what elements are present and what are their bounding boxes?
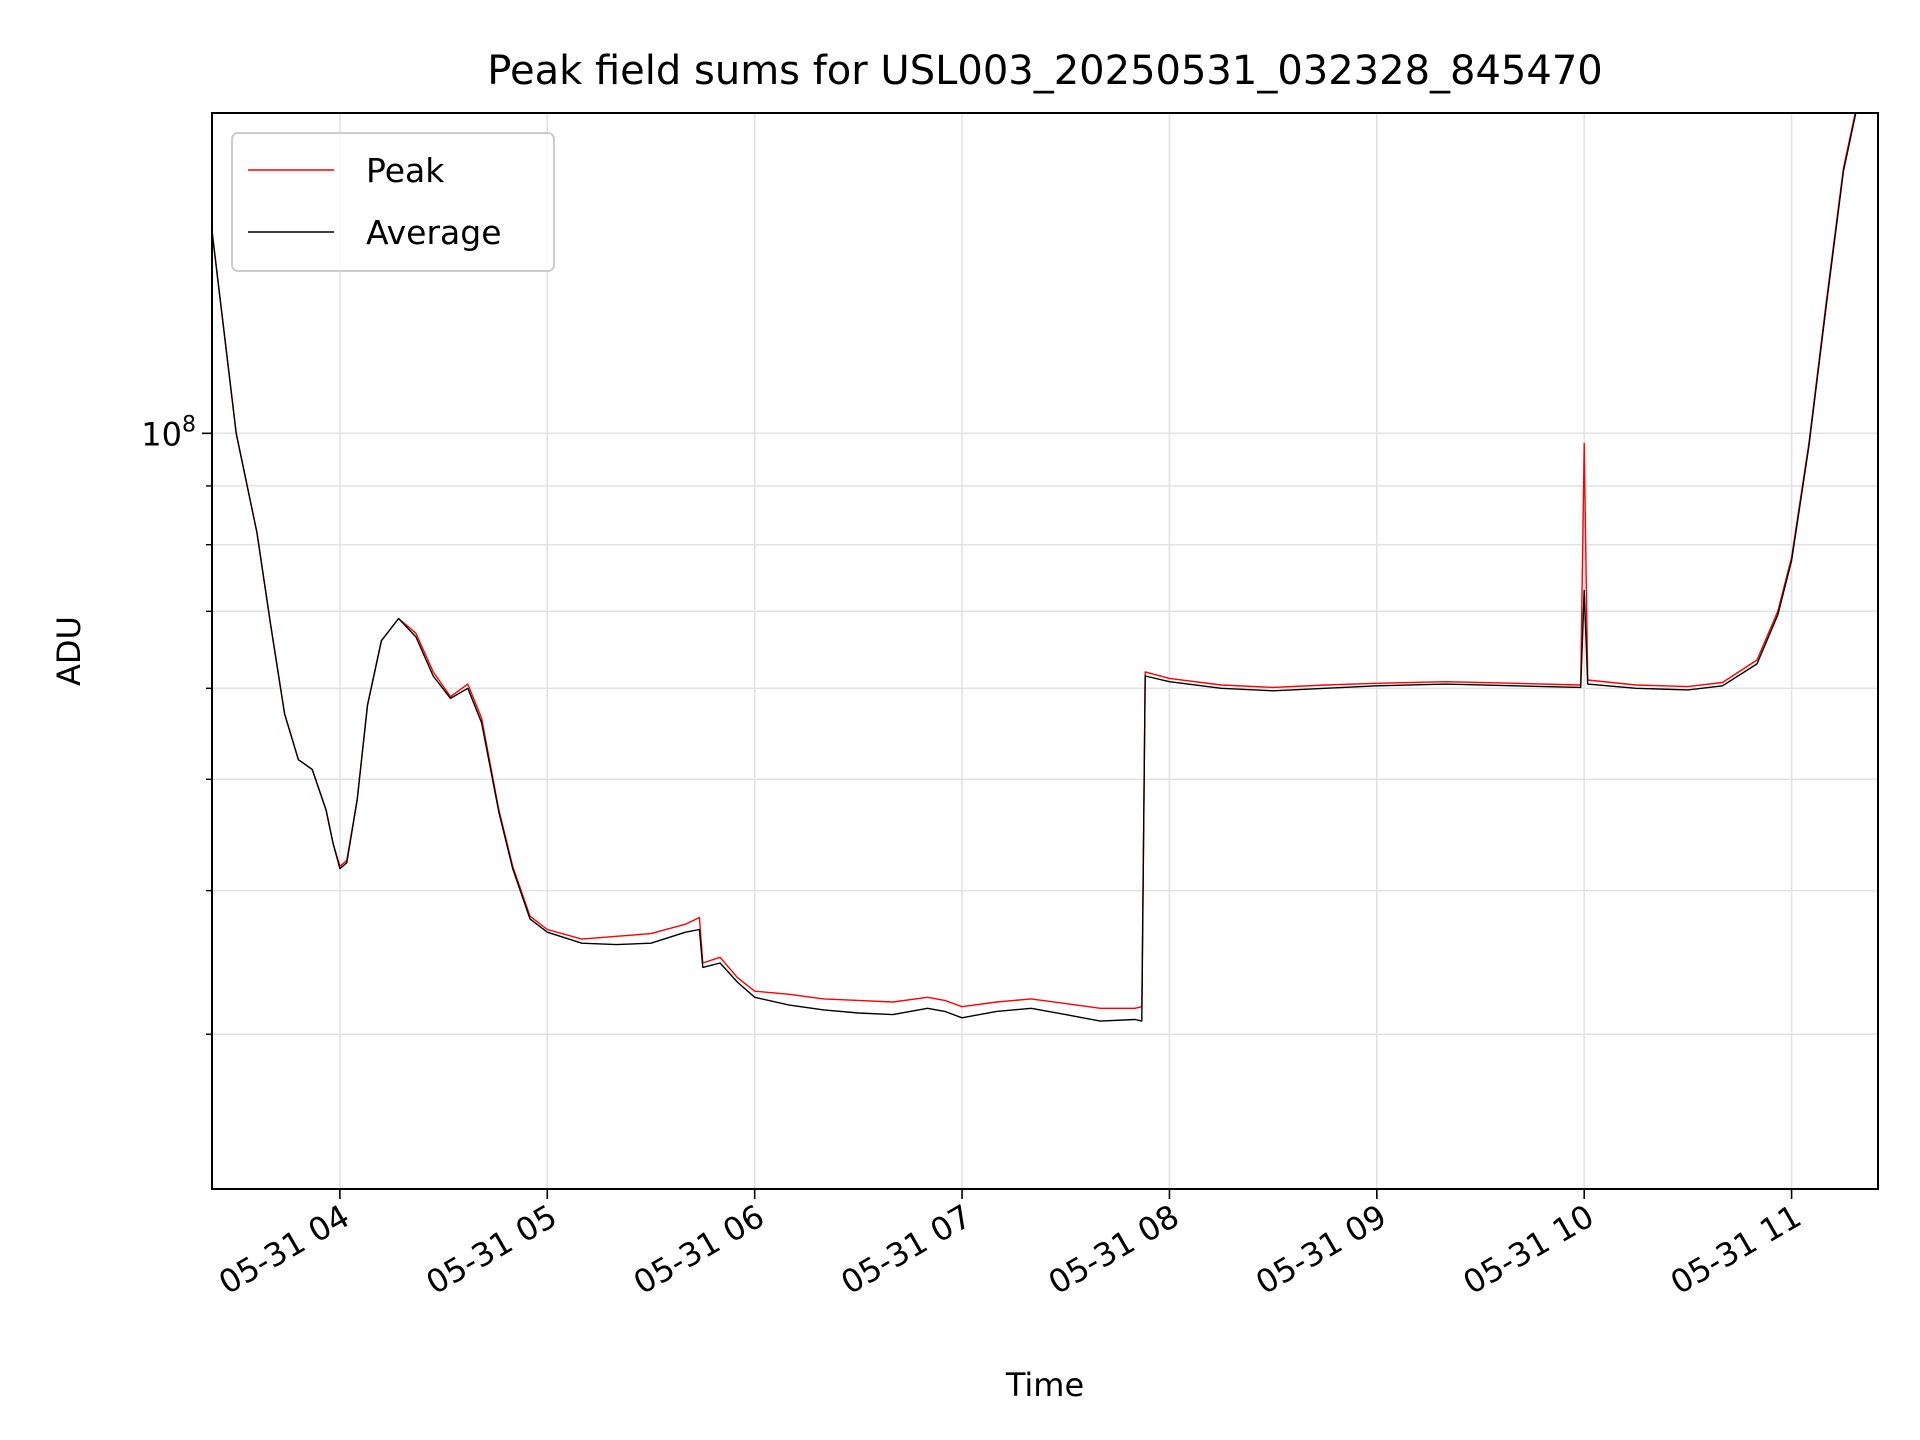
- legend-label-peak: Peak: [366, 151, 445, 190]
- legend-box: [231, 132, 555, 272]
- y-tick-base: 10: [141, 415, 182, 453]
- y-tick-exponent: 8: [182, 412, 196, 437]
- y-axis: 108: [141, 412, 212, 1035]
- legend: Peak Average: [231, 132, 555, 272]
- y-axis-label: ADU: [50, 616, 88, 686]
- chart-title: Peak field sums for USL003_20250531_0323…: [487, 48, 1602, 94]
- y-tick-label: 108: [141, 412, 196, 453]
- x-axis-label: Time: [1005, 1366, 1084, 1404]
- series-line-average: [212, 113, 1857, 1022]
- gridlines: [212, 113, 1878, 1189]
- plot-frame: [211, 112, 1879, 1190]
- series-layer: [212, 113, 1857, 1022]
- legend-label-average: Average: [366, 213, 502, 252]
